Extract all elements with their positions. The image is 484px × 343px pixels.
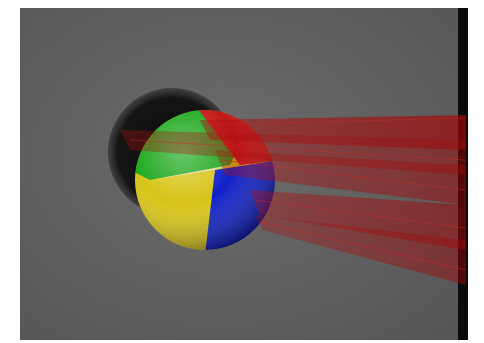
light-beams (120, 115, 467, 285)
